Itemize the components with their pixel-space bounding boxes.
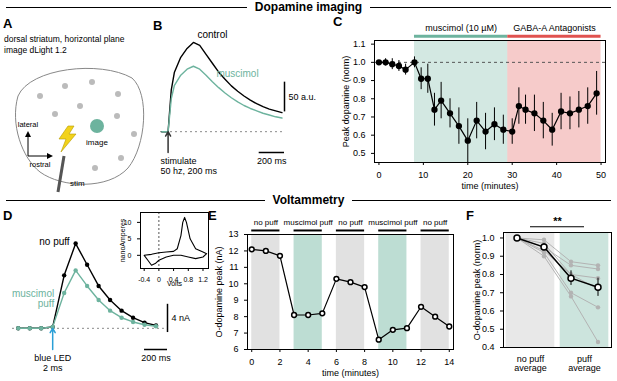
svg-text:-0.4: -0.4 <box>138 276 150 283</box>
svg-text:time (minutes): time (minutes) <box>322 368 379 378</box>
svg-text:time (minutes): time (minutes) <box>461 181 518 191</box>
svg-text:0.8: 0.8 <box>482 269 495 279</box>
svg-text:muscimol: muscimol <box>216 68 258 79</box>
svg-text:no puffaverage: no puffaverage <box>514 354 547 373</box>
svg-text:40: 40 <box>552 170 562 180</box>
svg-text:O-dopamine peak (nA): O-dopamine peak (nA) <box>214 246 224 337</box>
svg-text:7: 7 <box>233 328 238 338</box>
svg-text:10: 10 <box>418 170 428 180</box>
svg-text:8: 8 <box>233 312 238 322</box>
svg-text:nanoAmperes: nanoAmperes <box>119 218 127 262</box>
svg-text:0.6: 0.6 <box>353 130 366 140</box>
svg-text:14: 14 <box>444 357 454 367</box>
svg-text:GABA-A Antagonists: GABA-A Antagonists <box>513 23 596 33</box>
svg-text:puffaverage: puffaverage <box>568 354 601 373</box>
svg-text:2: 2 <box>277 357 282 367</box>
svg-text:30: 30 <box>507 170 517 180</box>
svg-text:9: 9 <box>233 295 238 305</box>
html-text:Voltammetry: Voltammetry <box>272 193 345 207</box>
svg-text:**: ** <box>553 215 562 227</box>
svg-text:dorsal striatum, horizontal pl: dorsal striatum, horizontal plane <box>4 34 125 44</box>
svg-text:12: 12 <box>228 246 238 256</box>
svg-text:0: 0 <box>128 252 132 259</box>
html-text:C: C <box>333 14 343 29</box>
svg-text:stimulate: stimulate <box>161 156 197 166</box>
svg-text:13: 13 <box>228 229 238 239</box>
svg-text:10: 10 <box>123 218 132 226</box>
svg-text:no puff: no puff <box>254 218 279 227</box>
svg-text:no puff: no puff <box>39 236 70 247</box>
svg-text:0.9: 0.9 <box>482 251 495 261</box>
svg-text:muscimol (10 µM): muscimol (10 µM) <box>425 23 497 33</box>
svg-text:0.7: 0.7 <box>482 288 495 298</box>
svg-text:0.4: 0.4 <box>482 342 495 352</box>
svg-text:10: 10 <box>228 279 238 289</box>
svg-text:muscimol puff: muscimol puff <box>368 218 418 227</box>
svg-text:Peak dopamine (norm): Peak dopamine (norm) <box>341 56 351 148</box>
svg-text:muscimolpuff: muscimolpuff <box>12 288 54 309</box>
svg-text:muscimol puff: muscimol puff <box>284 218 334 227</box>
svg-text:rostral: rostral <box>30 160 51 169</box>
svg-text:0: 0 <box>376 170 381 180</box>
svg-text:0.5: 0.5 <box>482 324 495 334</box>
svg-text:stim: stim <box>70 179 85 188</box>
svg-text:no puff: no puff <box>338 218 363 227</box>
svg-text:image: image <box>86 138 108 147</box>
svg-text:50: 50 <box>596 170 606 180</box>
svg-text:10: 10 <box>388 357 398 367</box>
svg-text:0.9: 0.9 <box>353 75 366 85</box>
svg-text:6: 6 <box>233 344 238 354</box>
svg-text:1.2: 1.2 <box>198 276 208 283</box>
svg-text:0.5: 0.5 <box>353 148 366 158</box>
svg-text:O-dopamine peak (norm): O-dopamine peak (norm) <box>472 240 482 341</box>
svg-text:2 ms: 2 ms <box>43 363 63 373</box>
svg-text:image dLight 1.2: image dLight 1.2 <box>4 45 67 55</box>
svg-text:8: 8 <box>362 357 367 367</box>
svg-text:4 nA: 4 nA <box>172 313 191 323</box>
html-text:B: B <box>153 18 163 33</box>
svg-text:0.6: 0.6 <box>482 306 495 316</box>
svg-text:50 a.u.: 50 a.u. <box>289 92 317 102</box>
svg-text:6: 6 <box>334 357 339 367</box>
svg-text:0.8: 0.8 <box>183 276 193 283</box>
svg-text:50 hz, 200 ms: 50 hz, 200 ms <box>161 166 218 176</box>
svg-text:0.8: 0.8 <box>353 94 366 104</box>
svg-text:200 ms: 200 ms <box>257 156 287 166</box>
svg-text:0.7: 0.7 <box>353 112 366 122</box>
html-text:Dopamine imaging: Dopamine imaging <box>254 0 363 14</box>
html-text:A: A <box>3 16 13 31</box>
svg-text:20: 20 <box>463 170 473 180</box>
svg-text:blue LED: blue LED <box>34 353 72 363</box>
svg-text:Volts: Volts <box>167 280 183 287</box>
svg-text:control: control <box>197 29 227 40</box>
svg-text:0: 0 <box>249 357 254 367</box>
svg-text:200 ms: 200 ms <box>141 353 171 363</box>
svg-text:1.1: 1.1 <box>353 39 366 49</box>
html-text:E: E <box>208 208 217 223</box>
svg-text:lateral: lateral <box>18 120 39 129</box>
svg-text:no puff: no puff <box>423 218 448 227</box>
svg-text:12: 12 <box>416 357 426 367</box>
svg-text:4: 4 <box>306 357 311 367</box>
svg-text:11: 11 <box>229 262 238 272</box>
html-text:F: F <box>466 208 474 223</box>
svg-text:5: 5 <box>128 235 132 242</box>
svg-text:1.0: 1.0 <box>353 57 366 67</box>
svg-text:0: 0 <box>157 276 161 283</box>
html-text:D: D <box>3 208 13 223</box>
svg-text:1.0: 1.0 <box>482 233 495 243</box>
